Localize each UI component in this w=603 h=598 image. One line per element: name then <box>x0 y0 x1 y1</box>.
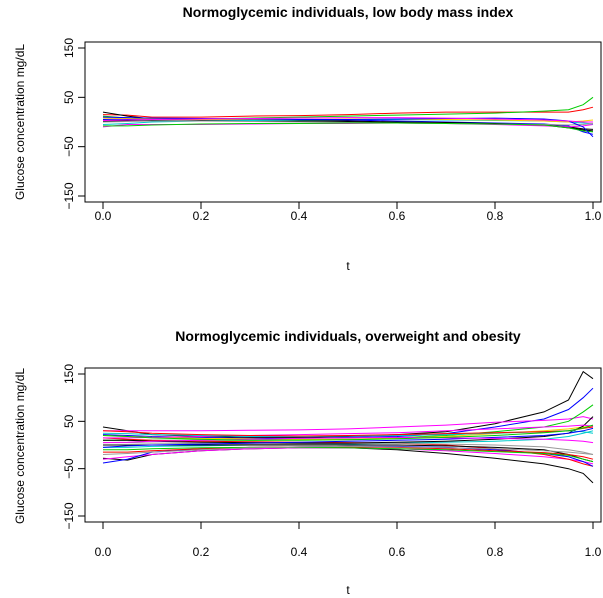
chart-1-y-axis-label: Glucose concentration mg/dL <box>13 44 27 200</box>
chart-1-series-line-10 <box>103 123 593 132</box>
chart-1-y-tick-label: −50 <box>62 136 76 157</box>
chart-2-x-axis-label: t <box>346 583 350 597</box>
chart-1-x-axis-label: t <box>346 259 350 273</box>
chart-1-y-axis: −150 −50 50 150 <box>62 38 85 210</box>
chart-1-y-tick-label: −150 <box>62 182 76 209</box>
chart-2-y-tick-label: 50 <box>62 414 76 428</box>
chart-1-x-tick-label: 0.0 <box>95 209 112 223</box>
chart-1-x-axis: 0.0 0.2 0.4 0.6 0.8 1.0 <box>95 202 602 223</box>
chart-1-x-tick-label: 0.8 <box>487 209 504 223</box>
chart-2-y-axis-label: Glucose concentration mg/dL <box>13 368 27 524</box>
chart-2-x-tick-label: 1.0 <box>585 545 602 559</box>
chart-1-x-tick-label: 0.2 <box>193 209 210 223</box>
chart-1-series-group <box>103 97 593 137</box>
chart-2-x-tick-label: 0.2 <box>193 545 210 559</box>
chart-2-title: Normoglycemic individuals, overweight an… <box>175 328 521 344</box>
chart-1-x-tick-label: 1.0 <box>585 209 602 223</box>
chart-2-y-tick-label: 150 <box>62 364 76 384</box>
chart-1-x-tick-label: 0.6 <box>389 209 406 223</box>
chart-2-x-tick-label: 0.0 <box>95 545 112 559</box>
chart-2-x-tick-label: 0.8 <box>487 545 504 559</box>
chart-2-x-axis: 0.0 0.2 0.4 0.6 0.8 1.0 <box>95 522 602 559</box>
chart-1-title: Normoglycemic individuals, low body mass… <box>183 4 514 20</box>
chart-2-y-axis: −150 −50 50 150 <box>62 364 85 530</box>
chart-1-x-tick-label: 0.4 <box>291 209 308 223</box>
chart-1-y-tick-label: 50 <box>62 90 76 104</box>
chart-panel-1: Normoglycemic individuals, low body mass… <box>13 4 602 273</box>
chart-2-x-tick-label: 0.4 <box>291 545 308 559</box>
chart-2-x-tick-label: 0.6 <box>389 545 406 559</box>
chart-1-series-line-2 <box>103 97 593 119</box>
chart-panel-2: Normoglycemic individuals, overweight an… <box>13 328 602 597</box>
chart-2-y-tick-label: −50 <box>62 458 76 479</box>
chart-2-series-line-4 <box>103 417 593 431</box>
chart-1-y-tick-label: 150 <box>62 38 76 58</box>
chart-2-y-tick-label: −150 <box>62 502 76 529</box>
chart-2-series-group <box>103 372 593 483</box>
